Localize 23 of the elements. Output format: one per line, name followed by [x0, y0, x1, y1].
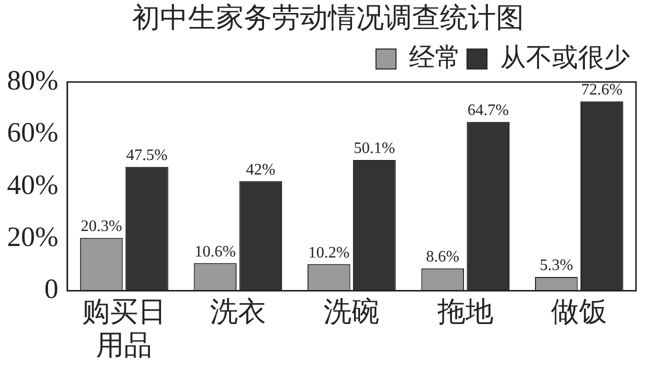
- y-tick-label: 60%: [6, 118, 58, 149]
- x-tick-label: 拖地: [436, 296, 494, 328]
- data-label: 64.7%: [467, 102, 509, 120]
- x-tick-label: 洗碗: [324, 296, 380, 328]
- data-label: 50.1%: [354, 140, 396, 158]
- y-tick-label: 0: [44, 274, 58, 306]
- data-label: 72.6%: [581, 82, 623, 99]
- data-label: 47.5%: [126, 147, 168, 164]
- y-tick-label: 20%: [6, 222, 58, 253]
- data-label: 42%: [246, 161, 276, 178]
- data-label: 8.6%: [426, 248, 460, 266]
- y-tick-label: 80%: [6, 65, 58, 96]
- data-label: 5.3%: [540, 257, 574, 274]
- data-label: 20.3%: [80, 218, 122, 236]
- chart-title: 初中生家务劳动情况调查统计图: [131, 0, 525, 36]
- data-label: 10.6%: [194, 243, 236, 260]
- data-label: 10.2%: [308, 244, 350, 262]
- x-tick-label: 洗衣: [210, 296, 266, 328]
- x-tick-label: 购买日用品: [82, 296, 166, 362]
- legend-label: 从不或很少: [500, 42, 630, 72]
- legend-label: 经常: [409, 42, 461, 72]
- y-tick-label: 40%: [6, 170, 58, 201]
- x-tick-label: 做饭: [551, 296, 608, 328]
